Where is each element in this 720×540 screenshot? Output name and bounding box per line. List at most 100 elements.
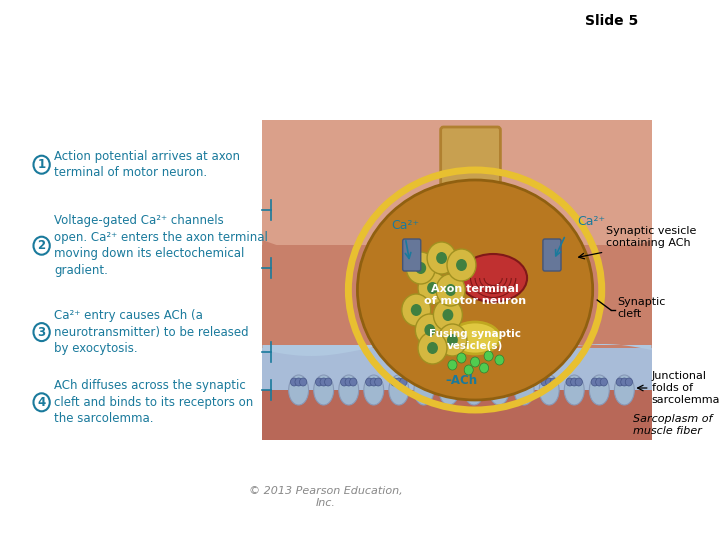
Polygon shape [262,120,652,245]
Circle shape [475,378,482,386]
Circle shape [341,378,348,386]
Circle shape [395,378,402,386]
Circle shape [374,378,382,386]
Circle shape [616,378,624,386]
Circle shape [495,355,504,365]
Circle shape [447,249,476,281]
Circle shape [427,242,456,274]
Polygon shape [262,348,652,390]
Circle shape [495,378,503,386]
Circle shape [471,357,480,367]
Circle shape [448,360,457,370]
Circle shape [427,342,438,354]
Polygon shape [262,120,652,440]
Circle shape [491,378,498,386]
Circle shape [600,378,608,386]
Ellipse shape [364,375,384,405]
Circle shape [541,378,548,386]
Ellipse shape [414,375,434,405]
Ellipse shape [450,322,500,354]
FancyBboxPatch shape [543,239,561,271]
Circle shape [591,378,598,386]
Polygon shape [262,225,652,260]
Circle shape [466,378,473,386]
Circle shape [484,351,493,361]
Circle shape [436,252,447,264]
Circle shape [571,378,578,386]
Text: Ca²⁺: Ca²⁺ [391,219,420,232]
Ellipse shape [590,375,609,405]
Ellipse shape [564,375,584,405]
Circle shape [450,378,457,386]
Circle shape [424,324,435,336]
Circle shape [441,378,448,386]
Circle shape [295,378,302,386]
Ellipse shape [614,375,634,405]
Circle shape [464,365,473,375]
Text: 1: 1 [37,158,45,171]
Circle shape [325,378,332,386]
Circle shape [621,378,628,386]
Text: Synaptic vesicle
containing ACh: Synaptic vesicle containing ACh [606,226,697,248]
Ellipse shape [459,254,527,302]
Circle shape [575,378,582,386]
Ellipse shape [514,375,534,405]
Circle shape [290,378,297,386]
Ellipse shape [489,375,509,405]
Circle shape [320,378,328,386]
Circle shape [366,378,373,386]
Circle shape [546,378,553,386]
FancyBboxPatch shape [402,239,420,271]
Circle shape [566,378,573,386]
Circle shape [415,378,423,386]
Circle shape [480,363,489,373]
Circle shape [470,378,477,386]
Ellipse shape [539,375,559,405]
Circle shape [595,378,603,386]
Text: © 2013 Pearson Education,
Inc.: © 2013 Pearson Education, Inc. [249,486,402,508]
Text: Action potential arrives at axon
terminal of motor neuron.: Action potential arrives at axon termina… [54,150,240,179]
Circle shape [345,378,352,386]
Circle shape [418,272,447,304]
Circle shape [550,378,557,386]
Text: Synaptic
cleft: Synaptic cleft [617,297,665,319]
Text: Junctional
folds of
sarcolemma: Junctional folds of sarcolemma [652,372,720,404]
Text: Voltage-gated Ca²⁺ channels
open. Ca²⁺ enters the axon terminal
moving down its : Voltage-gated Ca²⁺ channels open. Ca²⁺ e… [54,214,268,277]
Text: Ca²⁺: Ca²⁺ [577,215,606,228]
FancyBboxPatch shape [441,127,500,213]
Polygon shape [444,180,498,205]
Ellipse shape [439,375,459,405]
Text: Axon terminal
of motor neuron: Axon terminal of motor neuron [424,284,526,306]
Circle shape [500,378,507,386]
Circle shape [370,378,377,386]
Text: Sarcoplasm of
muscle fiber: Sarcoplasm of muscle fiber [634,414,713,436]
Circle shape [402,294,431,326]
Circle shape [445,284,456,296]
Circle shape [433,299,462,331]
Circle shape [350,378,357,386]
Circle shape [415,262,426,274]
Polygon shape [262,344,652,356]
Circle shape [300,378,307,386]
Circle shape [447,334,458,346]
Text: Slide 5: Slide 5 [585,14,638,28]
Circle shape [400,378,407,386]
Circle shape [456,259,467,271]
Ellipse shape [314,375,333,405]
Circle shape [443,309,454,321]
Circle shape [411,304,422,316]
Circle shape [446,378,453,386]
Polygon shape [262,360,652,440]
Circle shape [418,332,447,364]
Text: 3: 3 [37,326,45,339]
Text: Fusing synaptic
vesicle(s): Fusing synaptic vesicle(s) [429,329,521,351]
Circle shape [427,282,438,294]
Circle shape [525,378,532,386]
Ellipse shape [357,180,593,400]
Circle shape [521,378,528,386]
Circle shape [457,353,466,363]
Ellipse shape [389,375,409,405]
Circle shape [625,378,632,386]
Text: Ca²⁺ entry causes ACh (a
neurotransmitter) to be released
by exocytosis.: Ca²⁺ entry causes ACh (a neurotransmitte… [54,309,249,355]
Circle shape [415,314,444,346]
